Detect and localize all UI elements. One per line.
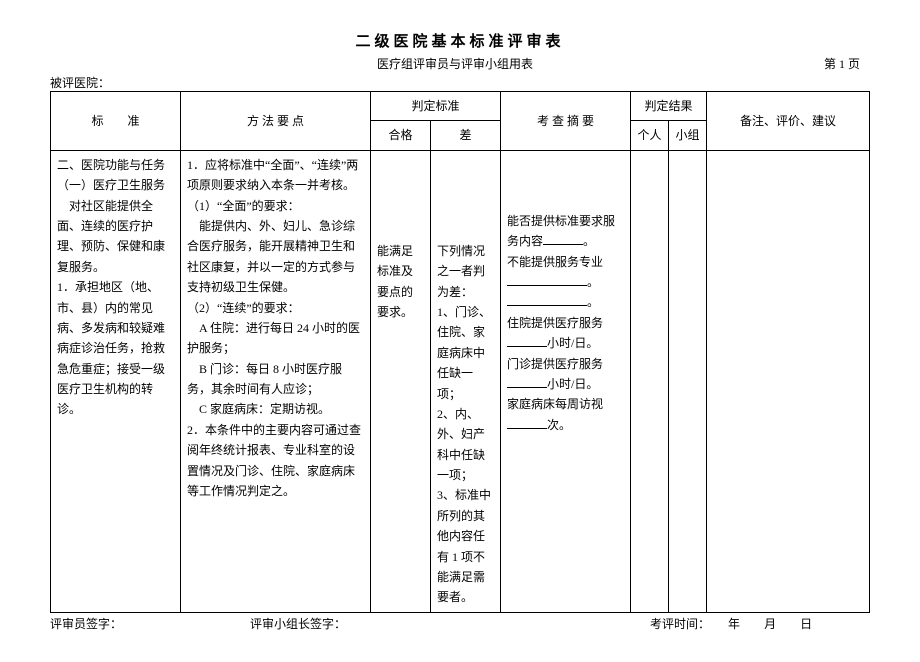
- summary-l3a: 住院提供医疗服务: [507, 316, 603, 330]
- day-label: 日: [800, 617, 812, 631]
- subtitle: 医疗组评审员与评审小组用表: [320, 55, 590, 72]
- year-label: 年: [728, 617, 740, 631]
- blank-field[interactable]: [507, 274, 587, 286]
- cell-group[interactable]: [669, 150, 707, 612]
- cell-person[interactable]: [631, 150, 669, 612]
- blank-field[interactable]: [507, 376, 547, 388]
- summary-l4a: 门诊提供医疗服务: [507, 357, 603, 371]
- page-number: 第 1 页: [590, 55, 870, 72]
- summary-l3b: 小时/日。: [547, 336, 598, 350]
- cell-method: 1．应将标准中“全面”、“连续”两项原则要求纳入本条一并考核。 （1）“全面”的…: [181, 150, 371, 612]
- th-standard: 标 准: [51, 92, 181, 151]
- cell-summary: 能否提供标准要求服务内容。 不能提供服务专业 。 。 住院提供医疗服务 小时/日…: [501, 150, 631, 612]
- summary-l5b: 次。: [547, 418, 571, 432]
- cell-pass: 能满足标准及要点的要求。: [371, 150, 431, 612]
- hospital-label: 被评医院：: [50, 74, 870, 91]
- page-title: 二级医院基本标准评审表: [50, 30, 870, 51]
- cell-fail: 下列情况之一者判为差： 1、门诊、住院、家庭病床中任缺一项； 2、内、外、妇产科…: [431, 150, 501, 612]
- blank-field[interactable]: [507, 294, 587, 306]
- th-group: 小组: [669, 121, 707, 150]
- subtitle-row: 医疗组评审员与评审小组用表 第 1 页: [50, 55, 870, 72]
- th-result: 判定结果: [631, 92, 707, 121]
- th-pass: 合格: [371, 121, 431, 150]
- reviewer-sign: 评审员签字：: [50, 615, 250, 632]
- month-label: 月: [764, 617, 776, 631]
- summary-l5a: 家庭病床每周访视: [507, 397, 603, 411]
- th-person: 个人: [631, 121, 669, 150]
- blank-field[interactable]: [507, 417, 547, 429]
- blank-field[interactable]: [507, 335, 547, 347]
- cell-notes[interactable]: [707, 150, 870, 612]
- review-table: 标 准 方 法 要 点 判定标准 考 查 摘 要 判定结果 备注、评价、建议 合…: [50, 91, 870, 613]
- summary-l2: 不能提供服务专业: [507, 255, 603, 269]
- summary-l4b: 小时/日。: [547, 377, 598, 391]
- blank-field[interactable]: [543, 233, 583, 245]
- th-notes: 备注、评价、建议: [707, 92, 870, 151]
- leader-sign: 评审小组长签字：: [250, 615, 650, 632]
- review-time: 考评时间： 年 月 日: [650, 615, 870, 632]
- th-criteria: 判定标准: [371, 92, 501, 121]
- footer: 评审员签字： 评审小组长签字： 考评时间： 年 月 日: [50, 615, 870, 632]
- cell-standard: 二、医院功能与任务 （一）医疗卫生服务 对社区能提供全面、连续的医疗护理、预防、…: [51, 150, 181, 612]
- table-row: 二、医院功能与任务 （一）医疗卫生服务 对社区能提供全面、连续的医疗护理、预防、…: [51, 150, 870, 612]
- time-label: 考评时间：: [650, 617, 704, 631]
- th-fail: 差: [431, 121, 501, 150]
- th-summary: 考 查 摘 要: [501, 92, 631, 151]
- th-method: 方 法 要 点: [181, 92, 371, 151]
